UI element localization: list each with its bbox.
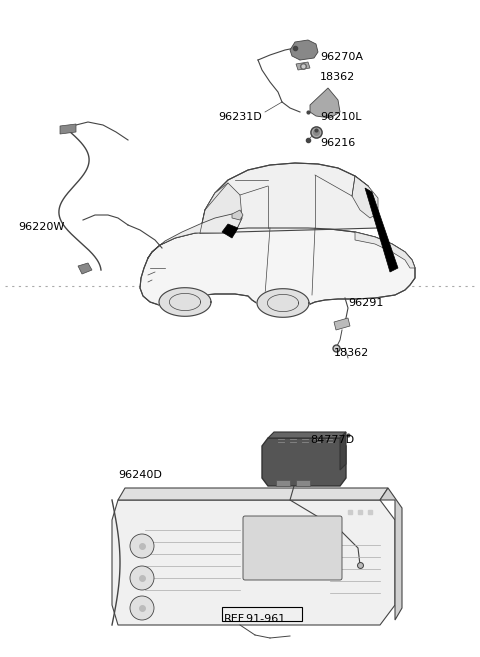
Polygon shape bbox=[112, 500, 395, 625]
Polygon shape bbox=[380, 488, 402, 620]
Text: 84777D: 84777D bbox=[310, 435, 354, 445]
Text: 96216: 96216 bbox=[320, 138, 355, 148]
Circle shape bbox=[130, 596, 154, 620]
Text: 96220W: 96220W bbox=[18, 222, 64, 232]
FancyBboxPatch shape bbox=[243, 516, 342, 580]
Polygon shape bbox=[262, 438, 346, 486]
Polygon shape bbox=[60, 124, 76, 134]
Polygon shape bbox=[200, 183, 242, 233]
Text: 96291: 96291 bbox=[348, 298, 384, 308]
Text: 96240D: 96240D bbox=[118, 470, 162, 480]
Text: 18362: 18362 bbox=[334, 348, 369, 358]
Polygon shape bbox=[276, 480, 290, 486]
Polygon shape bbox=[334, 318, 350, 330]
Text: 18362: 18362 bbox=[320, 72, 355, 82]
Polygon shape bbox=[290, 40, 318, 60]
Polygon shape bbox=[352, 176, 378, 218]
Polygon shape bbox=[310, 88, 340, 118]
Polygon shape bbox=[222, 224, 238, 238]
Polygon shape bbox=[340, 432, 346, 470]
Polygon shape bbox=[140, 228, 415, 310]
Polygon shape bbox=[257, 288, 309, 317]
Polygon shape bbox=[200, 163, 378, 233]
Text: 96210L: 96210L bbox=[320, 112, 361, 122]
Text: REF.91-961: REF.91-961 bbox=[224, 614, 286, 624]
Polygon shape bbox=[296, 62, 310, 70]
Polygon shape bbox=[296, 480, 310, 486]
Polygon shape bbox=[118, 488, 388, 500]
Polygon shape bbox=[268, 432, 346, 438]
Polygon shape bbox=[355, 232, 415, 268]
Text: 96270A: 96270A bbox=[320, 52, 363, 62]
Polygon shape bbox=[148, 214, 242, 258]
Circle shape bbox=[130, 534, 154, 558]
Polygon shape bbox=[159, 288, 211, 316]
Polygon shape bbox=[78, 263, 92, 274]
Text: 96231D: 96231D bbox=[218, 112, 262, 122]
Polygon shape bbox=[232, 210, 243, 220]
Circle shape bbox=[130, 566, 154, 590]
Polygon shape bbox=[365, 188, 398, 272]
